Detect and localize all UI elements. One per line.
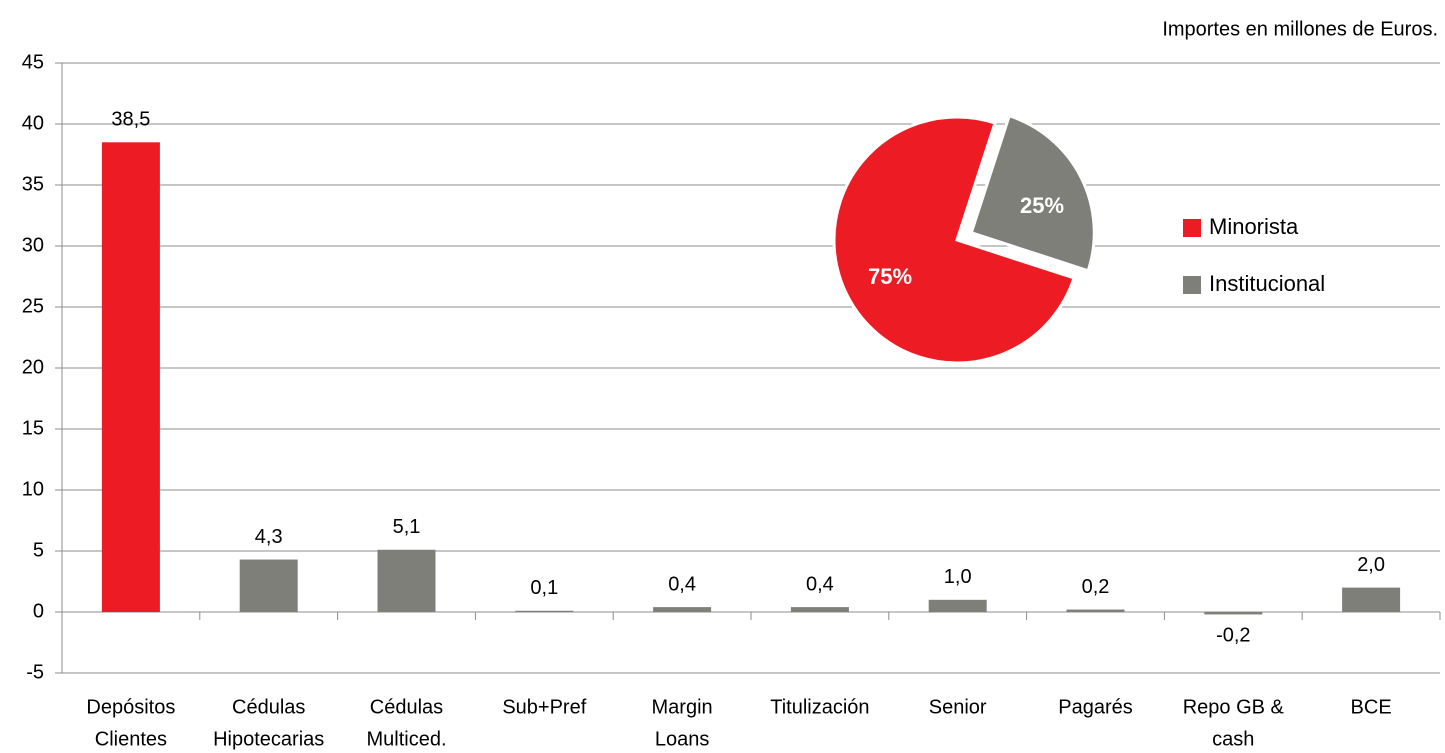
data-label: 0,4 [806,573,834,595]
data-label: 1,0 [944,566,972,588]
x-tick-label: Loans [655,728,710,750]
bar [928,599,987,612]
data-label: 0,1 [530,577,558,599]
y-tick-label: 0 [33,600,44,622]
x-tick-label: Clientes [95,728,167,750]
y-tick-label: -5 [26,661,44,683]
x-tick-label: Pagarés [1058,696,1133,718]
legend-swatch [1183,219,1201,237]
bar [790,607,849,612]
x-tick-label: Hipotecarias [213,728,324,750]
bar [101,142,160,613]
bar [515,610,574,612]
data-label: 2,0 [1357,554,1385,576]
x-tick-label: Sub+Pref [502,696,586,718]
bar [653,607,712,612]
data-label: 5,1 [393,516,421,538]
y-tick-label: 15 [22,417,44,439]
data-label: 38,5 [111,109,150,131]
bar [1342,587,1401,612]
chart-subtitle: Importes en millones de Euros. [1162,18,1438,40]
x-tick-label: Senior [929,696,987,718]
y-tick-label: 20 [22,356,44,378]
bar [239,559,298,612]
y-tick-label: 40 [22,112,44,134]
x-tick-label: Margin [652,696,713,718]
y-tick-label: 45 [22,51,44,73]
y-tick-label: 5 [33,539,44,561]
pie-slice [832,115,1076,365]
legend-label: Minorista [1209,214,1299,239]
bar [1204,612,1263,615]
y-tick-label: 10 [22,478,44,500]
bar [1066,609,1125,612]
bar [377,549,436,612]
x-tick-label: Repo GB & [1183,696,1285,718]
slice-label: 25% [1020,193,1064,218]
x-tick-label: Cédulas [232,696,305,718]
y-tick-label: 30 [22,234,44,256]
x-tick-label: Depósitos [86,696,175,718]
data-label: 4,3 [255,526,283,548]
legend-swatch [1183,276,1201,294]
y-tick-label: 35 [22,173,44,195]
data-label: -0,2 [1216,625,1250,647]
x-tick-label: Cédulas [370,696,443,718]
x-tick-label: BCE [1351,696,1392,718]
y-tick-label: 25 [22,295,44,317]
slice-label: 75% [868,264,912,289]
pie-slice [969,113,1096,273]
x-tick-label: Multiced. [366,728,446,750]
data-label: 0,4 [668,573,696,595]
x-tick-label: Titulización [770,696,869,718]
data-label: 0,2 [1082,576,1110,598]
x-tick-label: cash [1212,728,1254,750]
legend-label: Institucional [1209,271,1325,296]
